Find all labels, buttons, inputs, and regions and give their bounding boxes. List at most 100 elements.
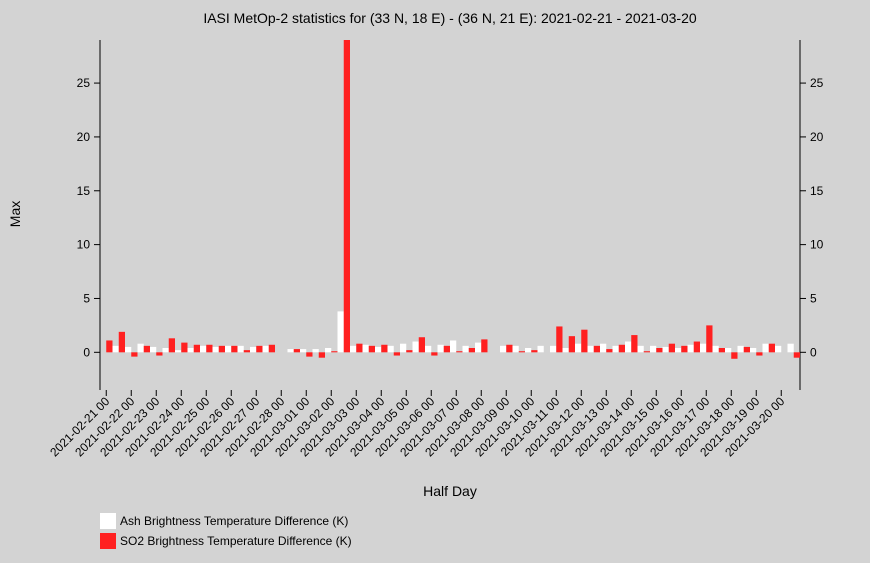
bar <box>731 352 738 359</box>
bar <box>712 345 719 353</box>
bar <box>231 345 238 353</box>
bar <box>450 340 457 353</box>
y-tick-label: 25 <box>77 76 91 90</box>
bar <box>762 343 769 353</box>
bar <box>537 345 544 353</box>
bar <box>300 349 307 353</box>
bar <box>631 335 638 353</box>
bar <box>431 352 438 356</box>
bar <box>612 345 619 353</box>
bar <box>687 344 694 353</box>
bar <box>443 345 450 353</box>
bar <box>356 343 363 353</box>
x-axis-label: Half Day <box>423 483 477 499</box>
bar <box>718 348 725 353</box>
bar <box>481 339 488 353</box>
bar <box>525 348 532 353</box>
bar <box>375 346 382 353</box>
bar <box>287 349 294 353</box>
bar <box>150 346 157 353</box>
bar <box>587 345 594 353</box>
bar <box>737 345 744 353</box>
bar <box>700 343 707 353</box>
bar <box>456 351 463 353</box>
bar <box>462 345 469 353</box>
bar <box>118 331 125 353</box>
bar <box>350 345 357 353</box>
bar <box>625 341 632 353</box>
y2-tick-label: 15 <box>810 184 824 198</box>
bar <box>581 329 588 353</box>
bar <box>787 343 794 353</box>
bar <box>387 345 394 353</box>
legend-label: Ash Brightness Temperature Difference (K… <box>120 514 348 528</box>
bar <box>237 345 244 353</box>
y-tick-label: 10 <box>77 238 91 252</box>
y-tick-label: 15 <box>77 184 91 198</box>
bar <box>125 346 132 353</box>
y-tick-label: 20 <box>77 130 91 144</box>
bar <box>306 352 313 357</box>
legend-swatch <box>100 513 116 529</box>
bar <box>162 348 169 353</box>
bar <box>656 348 663 353</box>
bar <box>725 348 732 353</box>
bar <box>531 350 538 353</box>
bar <box>268 344 275 353</box>
bar <box>212 346 219 353</box>
bar <box>206 344 213 353</box>
bar <box>562 348 569 353</box>
bar <box>381 344 388 353</box>
bar <box>131 352 138 357</box>
bar <box>637 345 644 353</box>
bar <box>693 341 700 353</box>
bar <box>187 348 194 353</box>
bar <box>156 352 163 356</box>
y2-tick-label: 0 <box>810 345 817 359</box>
bar <box>400 343 407 353</box>
bar <box>318 352 325 358</box>
bar <box>575 343 582 353</box>
bar <box>593 345 600 353</box>
y2-tick-label: 25 <box>810 76 824 90</box>
bar <box>412 341 419 353</box>
bar <box>250 346 257 353</box>
bar <box>756 352 763 356</box>
bar <box>550 345 557 353</box>
bar <box>512 345 519 353</box>
bar <box>662 346 669 353</box>
bar <box>368 345 375 353</box>
bar <box>793 352 800 358</box>
bar <box>743 346 750 353</box>
bar <box>218 345 225 353</box>
bar <box>643 351 650 353</box>
legend-label: SO2 Brightness Temperature Difference (K… <box>120 534 352 548</box>
bar <box>406 350 413 353</box>
y-axis-label: Max <box>7 201 23 227</box>
y-tick-label: 0 <box>83 345 90 359</box>
bar <box>143 345 150 353</box>
bar <box>243 350 250 353</box>
bar <box>337 311 344 353</box>
bar <box>393 352 400 356</box>
bar <box>706 325 713 353</box>
bar <box>500 345 507 353</box>
legend-swatch <box>100 533 116 549</box>
bar <box>325 348 332 353</box>
bar <box>425 345 432 353</box>
bar <box>650 345 657 353</box>
y2-tick-label: 20 <box>810 130 824 144</box>
bar <box>343 40 350 353</box>
bar <box>750 348 757 353</box>
bar <box>168 338 175 353</box>
bar <box>568 336 575 353</box>
bar <box>256 345 263 353</box>
bar <box>362 344 369 353</box>
bar <box>475 342 482 353</box>
bar <box>518 351 525 353</box>
bar <box>293 349 300 353</box>
bar <box>600 343 607 353</box>
bar <box>181 342 188 353</box>
